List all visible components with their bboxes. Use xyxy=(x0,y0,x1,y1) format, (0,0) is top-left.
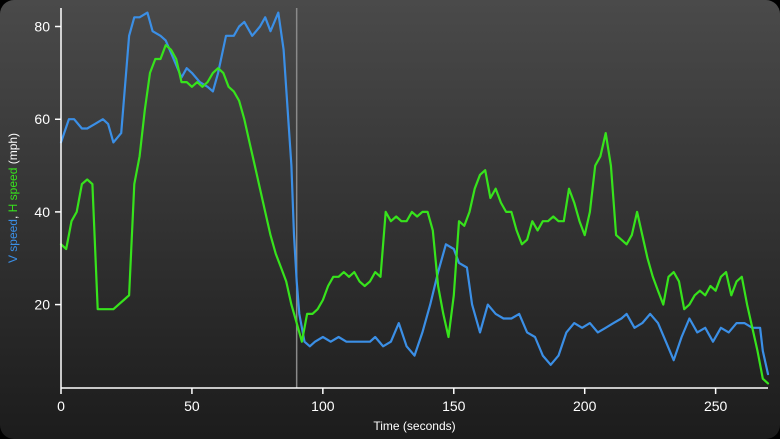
x-tick-label: 250 xyxy=(704,398,728,414)
y-axis-title-part: , xyxy=(6,212,20,219)
y-axis-title-part: V speed xyxy=(6,219,20,263)
y-tick-label: 20 xyxy=(34,297,50,313)
y-tick-label: 80 xyxy=(34,19,50,35)
x-tick-label: 50 xyxy=(184,398,200,414)
y-tick-label: 40 xyxy=(34,204,50,220)
series-line-v-speed xyxy=(59,11,770,376)
series-line-h-speed xyxy=(59,43,770,385)
y-axis-title-part: (mph) xyxy=(6,133,20,168)
x-axis-title: Time (seconds) xyxy=(373,419,455,433)
x-tick-label: 0 xyxy=(57,398,65,414)
x-tick-label: 150 xyxy=(442,398,466,414)
x-tick-label: 100 xyxy=(311,398,335,414)
y-axis-title-part: H speed xyxy=(6,168,20,213)
x-tick-label: 200 xyxy=(573,398,597,414)
y-axis-title: V speed, H speed (mph) xyxy=(6,133,20,263)
y-tick-label: 60 xyxy=(34,111,50,127)
